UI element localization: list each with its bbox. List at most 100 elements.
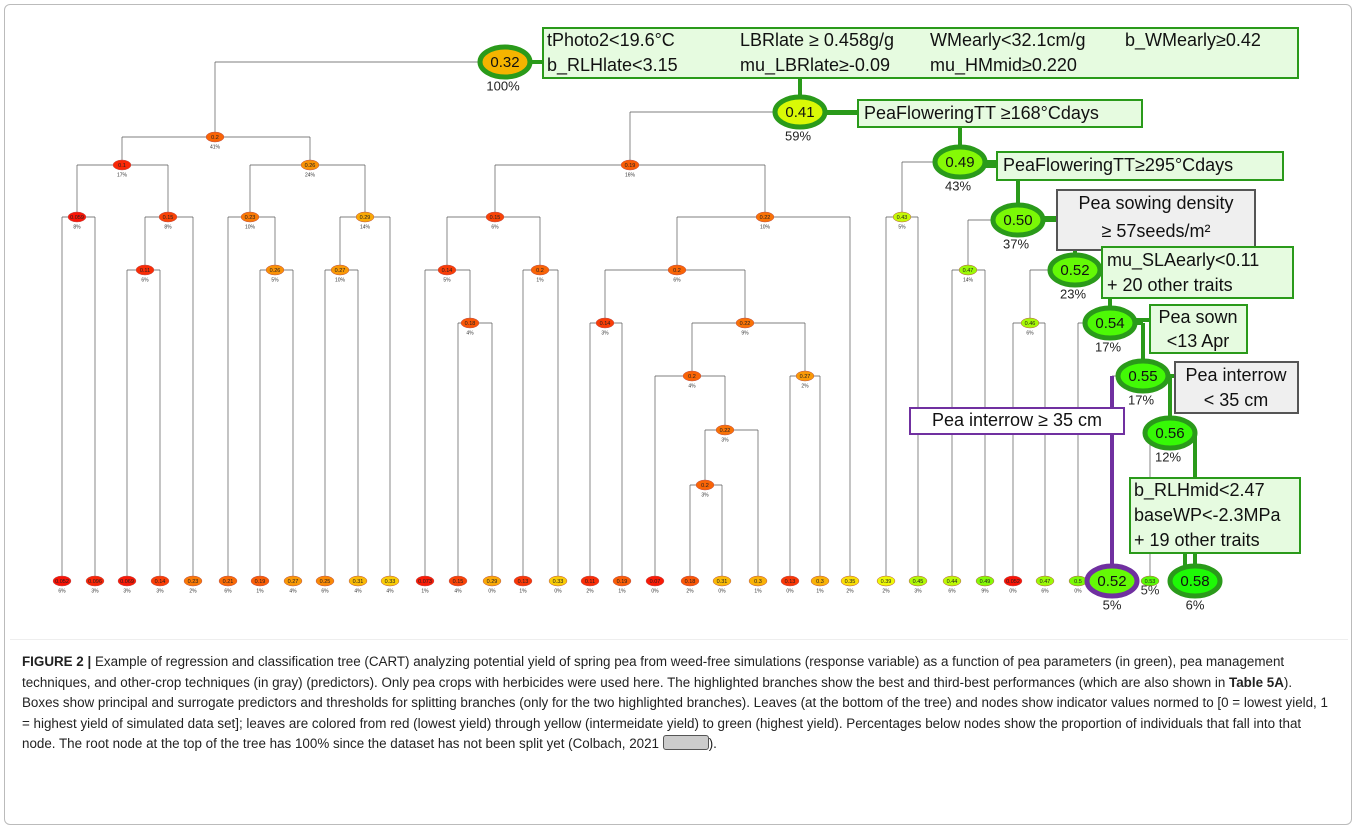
predictor-text: <13 Apr <box>1167 331 1230 351</box>
tree-node <box>183 575 203 587</box>
predictor-box <box>1129 477 1301 554</box>
tree-node <box>52 575 72 587</box>
node-value: 0.49 <box>980 579 991 585</box>
tree-node <box>620 159 640 171</box>
node-percent: 24% <box>305 172 316 178</box>
tree-node <box>117 575 137 587</box>
tree-node <box>667 264 687 276</box>
node-percent: 0% <box>1074 588 1082 594</box>
node-value: 0.23 <box>245 215 256 221</box>
tree-node <box>595 317 615 329</box>
node-percent: 0% <box>786 588 794 594</box>
tree-node <box>415 575 435 587</box>
node-value: 0.07 <box>650 579 661 585</box>
node-value: 0.069 <box>120 579 134 585</box>
node-percent: 5% <box>443 277 451 283</box>
node-percent: 8% <box>164 224 172 230</box>
predictor-text: b_RLHlate<3.15 <box>547 55 678 76</box>
node-percent: 6% <box>224 588 232 594</box>
node-percent: 17% <box>1095 339 1121 354</box>
node-percent: 1% <box>256 588 264 594</box>
predictor-text: Pea interrow ≥ 35 cm <box>932 410 1102 430</box>
node-percent: 17% <box>1128 392 1154 407</box>
node-value: 0.18 <box>685 579 696 585</box>
node-percent: 2% <box>189 588 197 594</box>
tree-node <box>530 264 550 276</box>
node-value: 0.53 <box>1145 579 1156 585</box>
node-value: 0.2 <box>211 135 219 141</box>
node-percent: 6% <box>141 277 149 283</box>
node-value: 0.11 <box>585 579 595 585</box>
node-percent: 16% <box>625 172 636 178</box>
node-percent: 2% <box>801 383 809 389</box>
node-percent: 6% <box>1041 588 1049 594</box>
tree-node <box>1082 305 1138 341</box>
tree-node <box>348 575 368 587</box>
node-percent: 3% <box>701 492 709 498</box>
node-percent: 1% <box>421 588 429 594</box>
tree-node <box>1020 317 1040 329</box>
tree-node <box>1003 575 1023 587</box>
tree-node <box>755 211 775 223</box>
node-value: 0.44 <box>947 579 958 585</box>
node-value: 0.43 <box>897 215 908 221</box>
node-value: 0.56 <box>1155 425 1184 442</box>
predictor-text: + 19 other traits <box>1134 530 1260 550</box>
predictor-text: Pea interrow <box>1185 365 1287 385</box>
node-value: 0.15 <box>490 215 501 221</box>
predictor-text: + 20 other traits <box>1107 275 1233 295</box>
predictor-text: ≥ 57seeds/m² <box>1102 221 1211 241</box>
node-percent: 5% <box>1141 582 1160 597</box>
predictor-text: mu_LBRlate≥-0.09 <box>740 55 890 76</box>
tree-node <box>682 370 702 382</box>
predictor-text: < 35 cm <box>1204 390 1269 410</box>
node-percent: 1% <box>754 588 762 594</box>
node-percent: 4% <box>688 383 696 389</box>
node-value: 0.096 <box>88 579 102 585</box>
node-percent: 6% <box>321 588 329 594</box>
tree-node <box>932 144 988 180</box>
node-percent: 6% <box>58 588 66 594</box>
tree-node <box>645 575 665 587</box>
predictor-text: Pea sown <box>1158 307 1237 327</box>
tree-node <box>265 264 285 276</box>
predictor-text: b_WMearly≥0.42 <box>1125 30 1261 51</box>
node-percent: 3% <box>914 588 922 594</box>
node-percent: 6% <box>491 224 499 230</box>
tree-node <box>695 479 715 491</box>
node-value: 0.14 <box>600 321 611 327</box>
node-value: 0.47 <box>963 268 974 274</box>
node-value: 0.39 <box>881 579 892 585</box>
node-value: 0.33 <box>385 579 396 585</box>
node-percent: 3% <box>123 588 131 594</box>
node-value: 0.41 <box>785 104 814 121</box>
node-percent: 6% <box>1026 330 1034 336</box>
node-percent: 41% <box>210 144 221 150</box>
caption-text: Example of regression and classification… <box>22 654 1285 690</box>
node-value: 0.22 <box>740 321 751 327</box>
node-value: 0.18 <box>465 321 476 327</box>
node-percent: 1% <box>536 277 544 283</box>
node-percent: 12% <box>1155 449 1181 464</box>
node-value: 0.3 <box>754 579 762 585</box>
tree-node <box>810 575 830 587</box>
node-percent: 23% <box>1060 286 1086 301</box>
tree-node <box>795 370 815 382</box>
node-value: 0.29 <box>487 579 498 585</box>
node-value: 0.52 <box>1060 262 1089 279</box>
node-value: 0.19 <box>617 579 628 585</box>
predictor-box <box>1149 304 1248 354</box>
node-value: 0.13 <box>785 579 796 585</box>
node-percent: 1% <box>816 588 824 594</box>
tree-node <box>477 44 533 80</box>
tree-node <box>437 264 457 276</box>
node-percent: 0% <box>1009 588 1017 594</box>
node-value: 0.35 <box>845 579 856 585</box>
node-value: 0.54 <box>1095 315 1124 332</box>
node-value: 0.50 <box>1003 212 1032 229</box>
node-value: 0.19 <box>255 579 266 585</box>
license-icon <box>662 735 709 750</box>
node-percent: 5% <box>1103 597 1122 612</box>
tree-node <box>240 211 260 223</box>
tree-node <box>990 202 1046 238</box>
